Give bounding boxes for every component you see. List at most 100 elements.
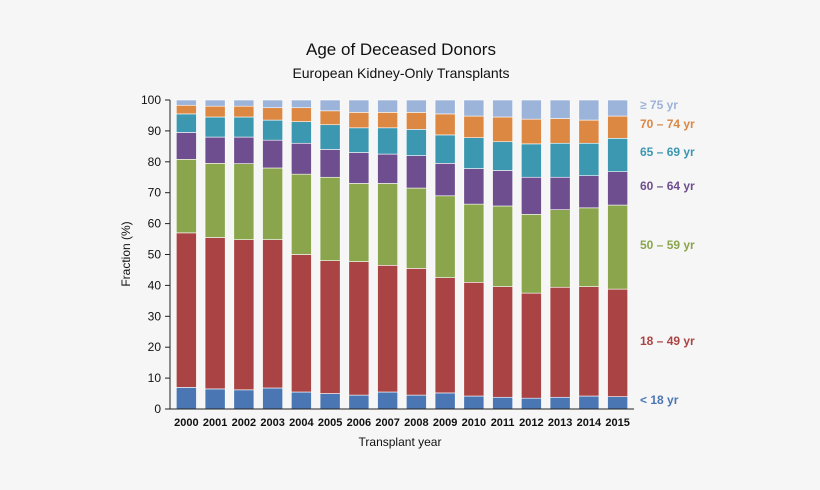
bar-segment — [406, 129, 427, 156]
bar-segment — [521, 292, 542, 399]
bar-segment — [406, 112, 427, 130]
bar-segment — [492, 116, 513, 143]
bar-segment — [319, 176, 341, 261]
bar-segment — [578, 142, 600, 177]
bar-segment — [492, 141, 513, 171]
bar-segment — [607, 99, 628, 117]
bar-segment — [176, 113, 197, 133]
bar-segment — [262, 107, 283, 121]
legend: < 18 yr 18 – 49 yr 50 – 59 yr 60 – 64 yr 65 … — [640, 98, 695, 407]
x-tick-label: 2001 — [203, 417, 227, 429]
bar-segment — [291, 391, 312, 410]
bar-segment — [176, 232, 197, 388]
bar-segment — [262, 387, 283, 410]
x-tick-label: 2012 — [519, 417, 543, 429]
y-tick-label: 0 — [154, 402, 161, 416]
bar-segment — [549, 176, 571, 210]
bar-segment — [176, 99, 197, 106]
bar-segment — [607, 396, 628, 410]
bar-segment — [463, 115, 485, 138]
x-tick-label: 2006 — [347, 417, 371, 429]
bar-segment — [463, 168, 485, 205]
bar-segment — [578, 99, 600, 121]
x-tick-label: 2002 — [232, 417, 256, 429]
bar-segment — [204, 163, 226, 238]
bar-segment — [377, 183, 398, 266]
bar-segment — [348, 152, 370, 184]
bar-segment — [291, 107, 312, 122]
bar-segment — [607, 204, 628, 290]
bar-segment — [176, 387, 197, 410]
x-tick-label: 2003 — [260, 417, 284, 429]
bar-segment — [463, 203, 485, 283]
bar-segment — [233, 99, 255, 107]
bar-segment — [204, 237, 226, 390]
bar-segment — [291, 121, 312, 144]
bar-segment — [319, 393, 341, 410]
bar-segment — [233, 163, 255, 240]
bar-segment — [262, 119, 283, 141]
bar-segment — [607, 171, 628, 206]
bar-segment — [434, 195, 456, 278]
bar-segment — [348, 394, 370, 410]
bar-segment — [492, 99, 513, 118]
bar-segment — [233, 239, 255, 391]
bar-segment — [377, 391, 398, 410]
bar-segment — [377, 99, 398, 113]
bar-segment — [291, 173, 312, 255]
bar-segment — [607, 138, 628, 172]
bar-segment — [549, 396, 571, 410]
bar-segment — [176, 132, 197, 160]
bar-segment — [434, 392, 456, 410]
x-tick-label: 2008 — [404, 417, 428, 429]
bar-segment — [492, 205, 513, 287]
bar-segment — [377, 265, 398, 393]
bar-segment — [521, 99, 542, 120]
bar-segment — [578, 175, 600, 209]
bar-segment — [578, 286, 600, 397]
bar-segment — [176, 159, 197, 234]
bar-segment — [348, 99, 370, 113]
y-tick-label: 30 — [148, 309, 162, 323]
x-axis-label: Transplant year — [359, 435, 442, 449]
y-tick-label: 60 — [148, 217, 162, 231]
bar-segment — [406, 394, 427, 410]
bar-segment — [291, 142, 312, 175]
bar-segment — [578, 207, 600, 287]
x-tick-label: 2011 — [491, 417, 515, 429]
bar-segment — [348, 127, 370, 153]
y-tick-label: 40 — [148, 278, 162, 292]
bar-segment — [319, 110, 341, 126]
bar-segment — [233, 389, 255, 410]
bar-segment — [377, 127, 398, 155]
bar-segment — [204, 99, 226, 107]
bar-segment — [348, 261, 370, 396]
bar-segment — [377, 153, 398, 184]
bar-segment — [492, 170, 513, 207]
y-tick-label: 70 — [148, 186, 162, 200]
bar-segment — [176, 104, 197, 115]
bar-segment — [406, 99, 427, 113]
y-tick-label: 90 — [148, 124, 162, 138]
bar-segment — [262, 167, 283, 240]
bar-segment — [319, 260, 341, 394]
bar-segment — [463, 282, 485, 397]
bar-segment — [492, 396, 513, 410]
bar-segment — [233, 116, 255, 138]
x-tick-label: 2013 — [548, 417, 572, 429]
bar-segment — [233, 136, 255, 164]
bar-segment — [434, 163, 456, 197]
bar-segment — [319, 149, 341, 178]
bar-segment — [521, 214, 542, 294]
bar-segment — [434, 99, 456, 115]
chart-subtitle: European Kidney-Only Transplants — [292, 65, 509, 81]
bar-segment — [319, 124, 341, 150]
x-tick-label: 2004 — [289, 417, 314, 429]
axes-group: 0 10 20 30 40 50 60 70 80 90 100 2000 2001 2002 2003 20… — [141, 93, 634, 429]
bar-segment — [492, 286, 513, 398]
x-tick-label: 2005 — [318, 417, 342, 429]
x-tick-label: 2014 — [577, 417, 602, 429]
bar-segment — [521, 176, 542, 215]
bar-segment — [406, 268, 427, 396]
